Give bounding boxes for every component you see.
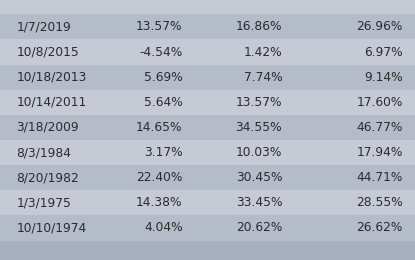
Text: 8/20/1982: 8/20/1982	[17, 171, 79, 184]
Text: 26.62%: 26.62%	[356, 222, 403, 235]
Text: 9.14%: 9.14%	[364, 71, 403, 84]
Text: 20.62%: 20.62%	[236, 222, 282, 235]
Text: 8/3/1984: 8/3/1984	[17, 146, 72, 159]
Text: 46.77%: 46.77%	[356, 121, 403, 134]
Text: 22.40%: 22.40%	[136, 171, 183, 184]
Text: -4.54%: -4.54%	[139, 46, 183, 58]
Text: 33.45%: 33.45%	[236, 196, 282, 209]
Bar	[0, 140, 415, 165]
Bar	[0, 165, 415, 190]
Text: 6.97%: 6.97%	[364, 46, 403, 58]
Text: 14.38%: 14.38%	[136, 196, 183, 209]
Bar	[0, 240, 415, 260]
Text: 10/8/2015: 10/8/2015	[17, 46, 79, 58]
Text: 1/3/1975: 1/3/1975	[17, 196, 71, 209]
Bar	[0, 90, 415, 115]
Text: 5.64%: 5.64%	[144, 96, 183, 109]
Text: 3/18/2009: 3/18/2009	[17, 121, 79, 134]
Text: 28.55%: 28.55%	[356, 196, 403, 209]
Bar	[0, 40, 415, 64]
Text: 44.71%: 44.71%	[356, 171, 403, 184]
Text: 1.42%: 1.42%	[244, 46, 282, 58]
Bar	[0, 215, 415, 241]
Bar	[0, 190, 415, 215]
Text: 13.57%: 13.57%	[236, 96, 282, 109]
Text: 3.17%: 3.17%	[144, 146, 183, 159]
Text: 7.74%: 7.74%	[244, 71, 282, 84]
Bar	[0, 14, 415, 40]
Text: 10/10/1974: 10/10/1974	[17, 222, 87, 235]
Bar	[0, 0, 415, 14]
Bar	[0, 64, 415, 90]
Text: 14.65%: 14.65%	[136, 121, 183, 134]
Text: 30.45%: 30.45%	[236, 171, 282, 184]
Text: 10.03%: 10.03%	[236, 146, 282, 159]
Text: 4.04%: 4.04%	[144, 222, 183, 235]
Text: 10/18/2013: 10/18/2013	[17, 71, 87, 84]
Text: 16.86%: 16.86%	[236, 20, 282, 33]
Text: 26.96%: 26.96%	[356, 20, 403, 33]
Text: 34.55%: 34.55%	[236, 121, 282, 134]
Text: 17.60%: 17.60%	[356, 96, 403, 109]
Text: 13.57%: 13.57%	[136, 20, 183, 33]
Text: 10/14/2011: 10/14/2011	[17, 96, 87, 109]
Bar	[0, 115, 415, 140]
Text: 1/7/2019: 1/7/2019	[17, 20, 71, 33]
Text: 17.94%: 17.94%	[356, 146, 403, 159]
Text: 5.69%: 5.69%	[144, 71, 183, 84]
